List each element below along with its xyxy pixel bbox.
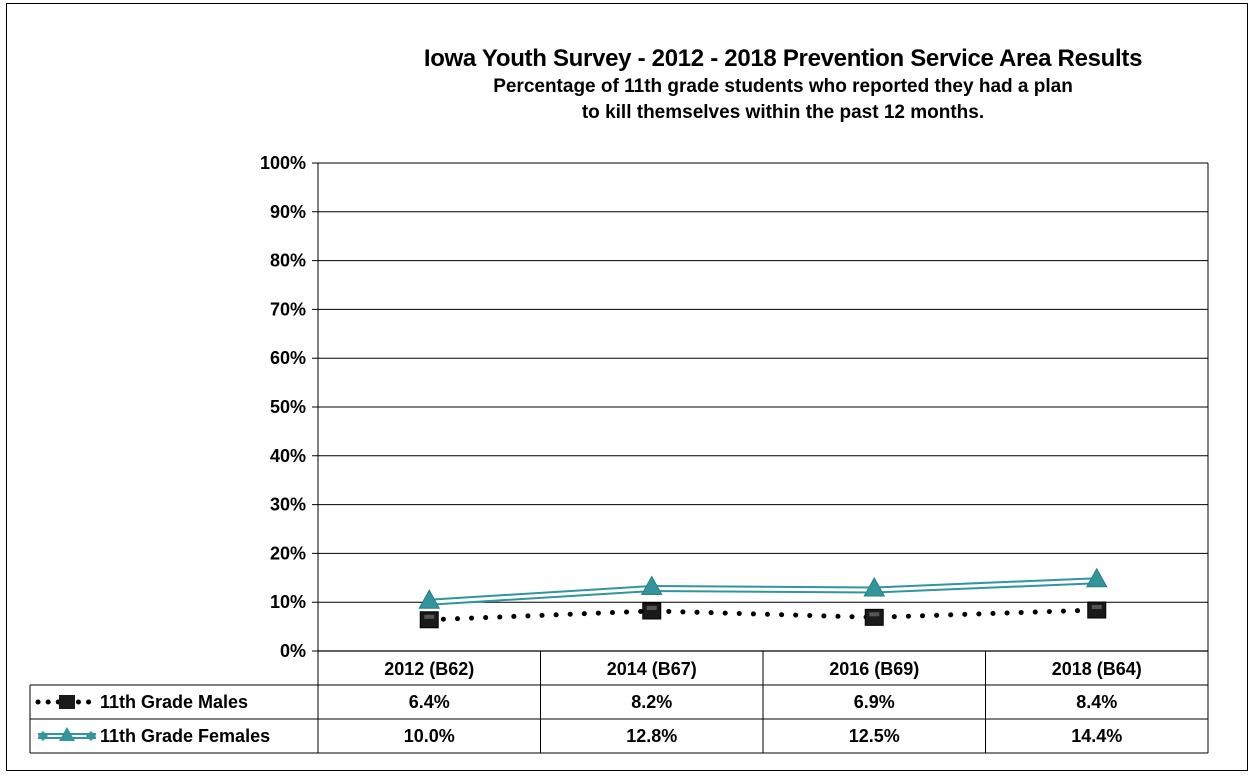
data-point-highlight	[1091, 605, 1102, 610]
chart-frame	[6, 3, 1248, 771]
x-tick-label: 2016 (B69)	[829, 659, 919, 679]
data-label: 8.4%	[1076, 692, 1117, 712]
x-tick-label: 2014 (B67)	[607, 659, 697, 679]
data-point-males	[1087, 601, 1107, 619]
data-label: 8.2%	[631, 692, 672, 712]
data-label: 6.4%	[409, 692, 450, 712]
legend-label: 11th Grade Females	[100, 726, 270, 746]
legend-diamond-icon	[38, 731, 48, 741]
y-tick-label: 100%	[260, 153, 306, 173]
y-tick-label: 80%	[270, 251, 306, 271]
data-point-highlight	[424, 614, 435, 619]
y-tick-label: 60%	[270, 348, 306, 368]
legend-square-icon	[59, 695, 75, 709]
series-line-males	[426, 607, 1100, 623]
data-point-highlight	[869, 612, 880, 617]
data-point-highlight	[646, 605, 657, 610]
x-tick-label: 2018 (B64)	[1052, 659, 1142, 679]
data-point-males	[864, 608, 884, 626]
data-point-females	[863, 576, 886, 597]
y-tick-label: 30%	[270, 495, 306, 515]
legend-diamond-icon	[86, 731, 96, 741]
data-point-females	[1085, 567, 1108, 588]
legend-label: 11th Grade Males	[100, 692, 248, 712]
data-label: 6.9%	[854, 692, 895, 712]
y-tick-label: 20%	[270, 543, 306, 563]
data-point-males	[642, 602, 662, 620]
y-tick-label: 40%	[270, 446, 306, 466]
y-tick-label: 0%	[280, 641, 306, 661]
data-point-females	[418, 589, 441, 609]
data-label: 14.4%	[1071, 726, 1122, 746]
x-tick-label: 2012 (B62)	[384, 659, 474, 679]
chart-title-block: Iowa Youth Survey - 2012 - 2018 Preventi…	[318, 44, 1248, 126]
y-tick-label: 90%	[270, 202, 306, 222]
y-tick-label: 50%	[270, 397, 306, 417]
chart-title: Iowa Youth Survey - 2012 - 2018 Preventi…	[423, 45, 1143, 72]
data-label: 12.8%	[626, 726, 677, 746]
y-tick-label: 70%	[270, 299, 306, 319]
data-label: 10.0%	[404, 726, 455, 746]
legend-triangle-icon	[59, 727, 75, 741]
y-tick-label: 10%	[270, 592, 306, 612]
chart-subtitle-line-2: to kill themselves within the past 12 mo…	[581, 102, 985, 123]
data-label: 12.5%	[849, 726, 900, 746]
data-point-males	[419, 611, 439, 629]
chart-subtitle-line-1: Percentage of 11th grade students who re…	[493, 76, 1073, 97]
series-line-females-inner	[429, 579, 1097, 604]
data-point-females	[640, 575, 663, 596]
